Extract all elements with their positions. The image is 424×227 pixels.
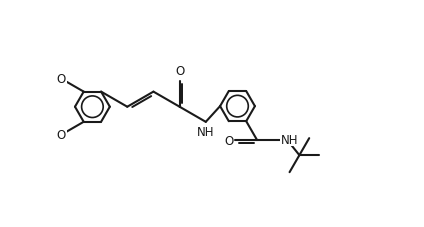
Text: NH: NH: [281, 133, 298, 146]
Text: O: O: [175, 65, 184, 78]
Text: O: O: [57, 128, 66, 141]
Text: O: O: [224, 134, 233, 147]
Text: O: O: [57, 73, 66, 86]
Text: NH: NH: [197, 126, 215, 139]
